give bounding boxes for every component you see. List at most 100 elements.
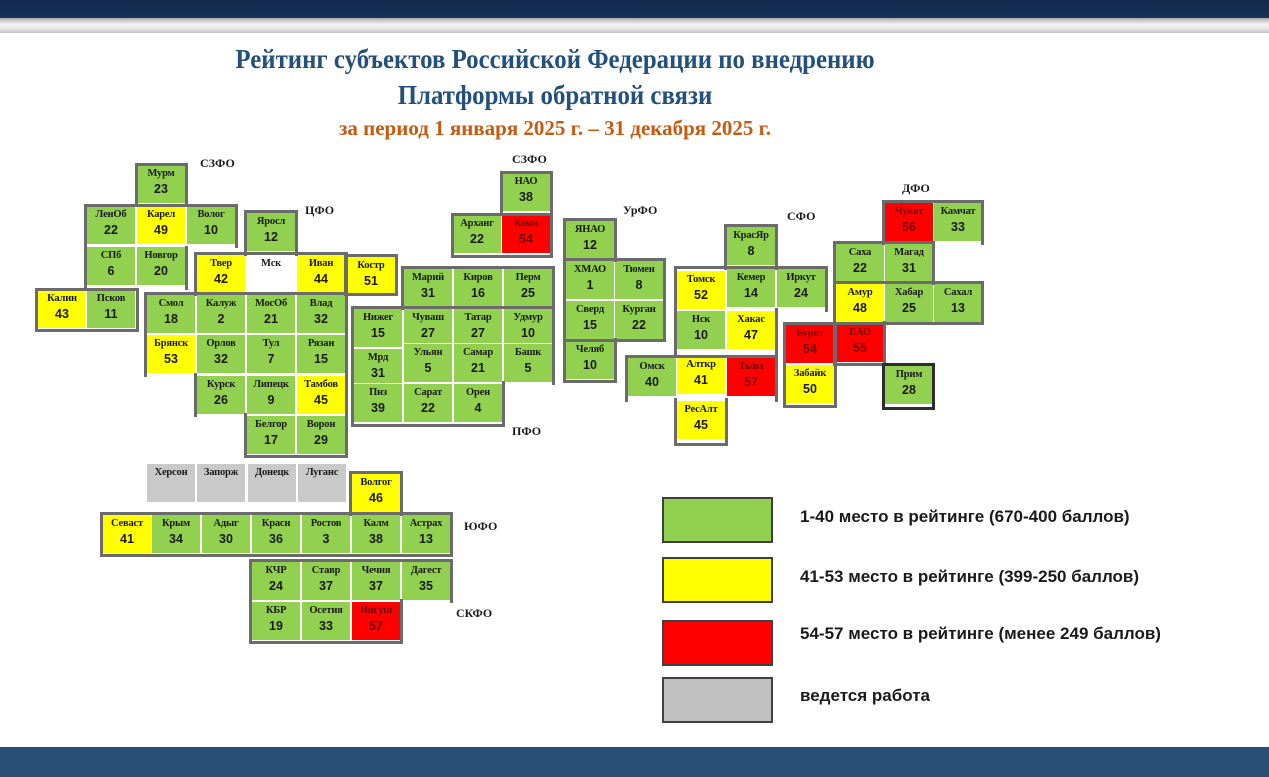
district-label-dfo: ДФО: [902, 181, 930, 195]
region-cell: Нск 10: [676, 310, 726, 350]
region-cell: Пнз 39: [353, 383, 403, 423]
district-label-urfo: УрФО: [623, 203, 658, 217]
region-cell: Башк 5: [503, 343, 553, 383]
region-cell: Тюмен 8: [614, 260, 664, 300]
region-cell: Омск 40: [627, 357, 677, 397]
legend-swatch-green: [662, 497, 773, 543]
region-cell: Смол 18: [146, 294, 196, 334]
region-cell: Липецк 9: [246, 375, 296, 415]
region-cell: Брянск 53: [146, 334, 196, 374]
region-cell: Волог 10: [186, 205, 236, 245]
region-cell: Татар 27: [453, 308, 503, 348]
region-cell: Мурм 23: [136, 164, 186, 204]
region-cell: Марий 31: [403, 268, 453, 308]
region-cell: Тыва 57: [726, 357, 776, 397]
region-cell: Калм 38: [351, 514, 401, 554]
legend-swatch-red: [662, 620, 773, 666]
region-cell: КрасЯр 8: [726, 226, 776, 266]
region-cell: Челяб 10: [565, 340, 615, 380]
region-cell: Саха 22: [835, 243, 885, 283]
region-cell: Твер 42: [196, 254, 246, 294]
district-label-sfo: СФО: [787, 209, 816, 223]
region-cell: Рязан 15: [296, 334, 346, 374]
region-cell: Хабар 25: [884, 283, 934, 323]
region-cell: Удмур 10: [503, 308, 553, 348]
region-cell: Забайк 50: [785, 364, 835, 404]
region-cell: РесАлт 45: [676, 400, 726, 440]
region-cell: Бурят 54: [785, 324, 835, 364]
region-cell: Арханг 22: [452, 214, 502, 254]
region-cell: Кемер 14: [726, 268, 776, 308]
region-cell: Осетия 33: [301, 601, 351, 641]
region-cell: Прим 28: [884, 365, 934, 405]
region-cell: Волгог 46: [351, 473, 401, 513]
region-cell: Запорж: [196, 463, 246, 503]
region-cell: Тамбов 45: [296, 375, 346, 415]
region-cell: Карел 49: [136, 205, 186, 245]
region-cell: Сарат 22: [403, 383, 453, 423]
region-cell: Чуваш 27: [403, 308, 453, 348]
district-label-szfo: СЗФО: [200, 156, 235, 170]
region-cell: Красн 36: [251, 514, 301, 554]
top-banner: [0, 0, 1269, 18]
region-cell: Ингуш 57: [351, 601, 401, 641]
region-cell: Влад 32: [296, 294, 346, 334]
region-cell: Орен 4: [453, 383, 503, 423]
region-cell: ЛенОб 22: [86, 205, 136, 245]
district-label-yufo: ЮФО: [464, 519, 498, 533]
region-cell: Калуж 2: [196, 294, 246, 334]
legend-label-red: 54-57 место в рейтинге (менее 249 баллов…: [800, 624, 1161, 643]
region-cell: КБР 19: [251, 601, 301, 641]
region-cell: Ростов 3: [301, 514, 351, 554]
legend-swatch-yellow: [662, 557, 773, 603]
region-cell: Сверд 15: [565, 300, 615, 340]
region-cell: Орлов 32: [196, 334, 246, 374]
region-cell: Псков 11: [86, 289, 136, 329]
region-cell: КЧР 24: [251, 561, 301, 601]
region-cell: НАО 38: [501, 172, 551, 212]
region-cell: Белгор 17: [246, 415, 296, 455]
district-label-cfo: ЦФО: [305, 203, 335, 217]
region-cell: Хакас 47: [726, 310, 776, 350]
region-cell: Курск 26: [196, 375, 246, 415]
district-label-szfo-north: СЗФО: [512, 152, 547, 166]
region-cell: Тул 7: [246, 334, 296, 374]
legend-label-yellow: 41-53 место в рейтинге (399-250 баллов): [800, 567, 1140, 586]
region-cell: Коми 54: [501, 214, 551, 254]
region-cell: Крым 34: [151, 514, 201, 554]
region-cell: Луганс: [297, 463, 347, 503]
region-cell: ХМАО 1: [565, 260, 615, 300]
region-cell: Дагест 35: [401, 561, 451, 601]
region-cell: Костр 51: [346, 256, 396, 296]
region-cell: Алткр 41: [676, 355, 726, 395]
legend-swatch-gray: [662, 677, 773, 723]
region-cell: Ульян 5: [403, 343, 453, 383]
region-cell: Киров 16: [453, 268, 503, 308]
region-cell: Калин 43: [37, 289, 87, 329]
region-cell: Иркут 24: [776, 268, 826, 308]
region-cell: Перм 25: [503, 268, 553, 308]
region-cell: Херсон: [146, 463, 196, 503]
bottom-banner: [0, 747, 1269, 777]
region-cell: Новгор 20: [136, 246, 186, 286]
title-line-2: Платформы обратной связи: [397, 80, 713, 110]
region-cell: Самар 21: [453, 343, 503, 383]
region-cell: Иван 44: [296, 254, 346, 294]
region-cell: Чукот 56: [884, 202, 934, 242]
region-cell: Чечня 37: [351, 561, 401, 601]
legend-label-gray: ведется работа: [800, 686, 930, 705]
region-cell: Мрд 31: [353, 348, 403, 388]
region-cell: Курган 22: [614, 300, 664, 340]
region-cell: Магад 31: [884, 243, 934, 283]
district-label-skfo: СКФО: [456, 606, 493, 620]
top-banner-strip: [0, 18, 1269, 33]
region-cell: Камчат 33: [933, 202, 983, 242]
region-cell: Севаст 41: [102, 514, 152, 554]
region-cell: Астрах 13: [401, 514, 451, 554]
region-cell: ЕАО 55: [835, 323, 885, 363]
region-cell: Томск 52: [676, 270, 726, 310]
region-cell: Ворон 29: [296, 415, 346, 455]
region-cell: СПб 6: [86, 246, 136, 286]
legend-label-green: 1-40 место в рейтинге (670-400 баллов): [800, 507, 1130, 526]
region-cell: Донецк: [247, 463, 297, 503]
